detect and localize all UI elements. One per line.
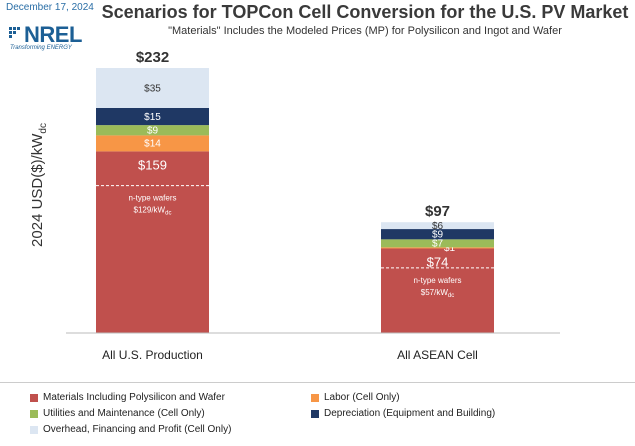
logo-tagline: Transforming ENERGY (10, 45, 72, 51)
legend-swatch-5 (30, 425, 38, 434)
data-label-2-cat-1: $14 (144, 139, 161, 150)
stacked-bar-chart: 2024 USD($)/kWdc $159 $14 $9 $15 $35 $232 All U… (29, 49, 560, 362)
annotation-text-1: n-type wafers (128, 194, 176, 203)
bar-segment-4-cat-1 (96, 107, 209, 126)
bar-segment-5-cat-2 (381, 222, 494, 230)
annotation-value-2: $57/kWdc (421, 288, 454, 299)
data-label-4-cat-1: $15 (144, 112, 161, 123)
legend-swatch-3 (30, 409, 38, 418)
bar-segment-5-cat-1 (96, 68, 209, 108)
annotation-text-2: n-type wafers (413, 276, 461, 285)
x-tick-label-1: All U.S. Production (102, 348, 203, 362)
legend-item-3: Utilities and Maintenance (Cell Only) (30, 408, 205, 419)
bar-segment-2-cat-1 (96, 135, 209, 152)
total-label-cat-2: $97 (425, 203, 450, 220)
chart-legend: Materials Including Polysilicon and Wafe… (0, 382, 635, 446)
legend-label-3: Utilities and Maintenance (Cell Only) (43, 408, 205, 419)
nrel-logo: NREL Transforming ENERGY (4, 12, 84, 51)
legend-label-2: Labor (Cell Only) (324, 392, 400, 403)
legend-label-1: Materials Including Polysilicon and Wafe… (43, 392, 225, 403)
bar-segment-3-cat-1 (96, 125, 209, 136)
chart-title: Scenarios for TOPCon Cell Conversion for… (101, 2, 629, 22)
legend-swatch-1 (30, 393, 38, 402)
data-label-1-cat-2: $74 (427, 254, 449, 269)
data-label-5-cat-2: $6 (432, 221, 444, 232)
legend-item-5: Overhead, Financing and Profit (Cell Onl… (30, 424, 231, 435)
data-label-4-cat-2: $9 (432, 230, 444, 241)
legend-swatch-4 (311, 409, 319, 418)
data-label-1-cat-1: $159 (138, 157, 167, 172)
total-label-cat-1: $232 (136, 49, 169, 66)
bar-segment-2-cat-2 (381, 247, 494, 249)
data-label-2-cat-2: $1 (444, 243, 456, 254)
legend-item-2: Labor (Cell Only) (311, 392, 400, 403)
legend-label-4: Depreciation (Equipment and Building) (324, 408, 496, 419)
y-axis-label: 2024 USD($)/kWdc (29, 123, 49, 247)
date-label: December 17, 2024 (6, 2, 94, 13)
legend-label-5: Overhead, Financing and Profit (Cell Onl… (43, 424, 232, 435)
legend-swatch-2 (311, 393, 319, 402)
nrel-logo-mark-icon (9, 27, 20, 38)
bar-segment-4-cat-2 (381, 229, 494, 240)
bar-segment-3-cat-2 (381, 239, 494, 248)
bar-segment-1-cat-1 (96, 151, 209, 333)
data-label-5-cat-1: $35 (144, 83, 161, 94)
data-label-3-cat-2: $7 (432, 239, 444, 250)
legend-item-1: Materials Including Polysilicon and Wafe… (30, 392, 225, 403)
x-tick-label-2: All ASEAN Cell (397, 348, 478, 362)
logo-text: NREL (24, 22, 82, 47)
chart-subtitle: "Materials" Includes the Modeled Prices … (168, 25, 562, 37)
annotation-value-1: $129/kWdc (134, 206, 172, 217)
bar-segment-1-cat-2 (381, 248, 494, 333)
data-label-3-cat-1: $9 (147, 126, 159, 137)
legend-item-4: Depreciation (Equipment and Building) (311, 408, 495, 419)
